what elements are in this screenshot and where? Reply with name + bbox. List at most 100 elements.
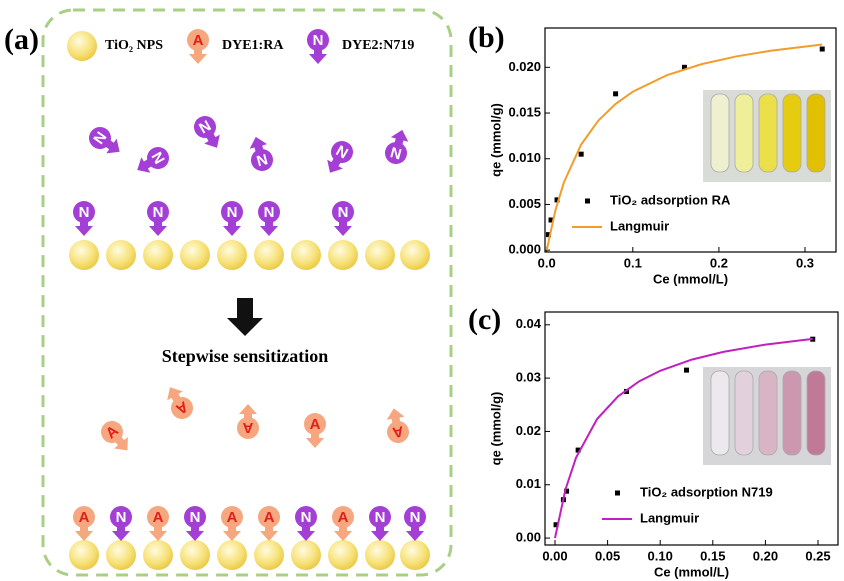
tube xyxy=(758,93,778,173)
plot-frame xyxy=(544,311,839,546)
icon-circle xyxy=(89,127,111,149)
plot-frame xyxy=(544,27,837,253)
icon-circle xyxy=(331,141,353,163)
y-tick-label: 0.020 xyxy=(508,59,541,74)
icon-circle xyxy=(387,421,409,443)
icon-circle xyxy=(147,201,169,223)
tube xyxy=(734,93,754,173)
icon-circle xyxy=(295,506,317,528)
icon-arrow xyxy=(223,525,241,541)
tio2-ball xyxy=(217,540,247,570)
icon-letter: N xyxy=(79,204,90,221)
tio2-ball xyxy=(143,540,173,570)
y-tick-label: 0.000 xyxy=(508,242,541,257)
icon-letter: N xyxy=(410,509,421,526)
n719-icon: N xyxy=(258,201,280,236)
tio2-ball xyxy=(400,540,430,570)
tio2-ball xyxy=(254,540,284,570)
y-axis-label: qe (mmol/g) xyxy=(488,392,503,466)
icon-arrow xyxy=(334,220,352,236)
data-point xyxy=(681,64,687,70)
step-label: Stepwise sensitization xyxy=(162,346,329,366)
y-tick-label: 0.04 xyxy=(516,316,542,331)
tio2-ball xyxy=(106,540,136,570)
icon-circle xyxy=(194,116,216,138)
data-point xyxy=(578,151,584,157)
y-tick-label: 0.02 xyxy=(516,423,541,438)
fit-line xyxy=(554,337,813,539)
icon-letter: A xyxy=(193,32,204,49)
x-tick-label: 0.3 xyxy=(796,255,814,270)
icon-arrow xyxy=(149,220,167,236)
legend-label: TiO₂ adsorption RA xyxy=(610,192,731,207)
y-tick-label: 0.005 xyxy=(508,196,541,211)
x-tick-label: 0.05 xyxy=(595,548,620,563)
tio2-ball xyxy=(69,240,99,270)
icon-arrow xyxy=(75,220,93,236)
n719-icon: N xyxy=(89,127,120,154)
icon-letter: N xyxy=(389,143,404,162)
x-tick-label: 0.0 xyxy=(538,255,556,270)
icon-circle xyxy=(307,29,329,51)
icon-circle xyxy=(332,201,354,223)
icon-circle xyxy=(258,201,280,223)
icon-letter: N xyxy=(301,509,312,526)
icon-arrow xyxy=(309,48,327,64)
icon-arrow xyxy=(306,432,324,448)
n719-icon: N xyxy=(369,506,391,541)
y-tick-label: 0.03 xyxy=(516,370,541,385)
ra-icon: A xyxy=(386,408,409,443)
icon-circle xyxy=(171,397,193,419)
icon-letter: N xyxy=(264,204,275,221)
ra-icon: A xyxy=(147,506,169,541)
icon-letter: A xyxy=(264,509,275,526)
icon-arrow xyxy=(189,48,207,64)
y-tick-label: 0.015 xyxy=(508,104,541,119)
x-tick-label: 0.15 xyxy=(700,548,725,563)
icon-circle xyxy=(304,413,326,435)
icon-letter: A xyxy=(310,416,321,433)
icon-arrow xyxy=(260,220,278,236)
y-axis-label: qe (mmol/g) xyxy=(488,103,503,177)
icon-circle xyxy=(147,506,169,528)
legend-text: TiO₂ NPS xyxy=(105,38,163,53)
inset-photo xyxy=(703,367,831,465)
tio2-ball xyxy=(217,240,247,270)
x-axis-label: Ce (mmol/L) xyxy=(654,564,729,579)
n719-icon: N xyxy=(137,147,169,173)
tio2-ball xyxy=(291,540,321,570)
icon-letter: A xyxy=(242,419,253,436)
icon-letter: N xyxy=(338,204,349,221)
legend-label: TiO₂ adsorption N719 xyxy=(640,484,773,499)
icon-circle xyxy=(385,142,407,164)
ra-icon: A xyxy=(187,29,209,64)
icon-circle xyxy=(101,421,123,443)
panel-label: (c) xyxy=(468,303,501,336)
icon-circle xyxy=(404,506,426,528)
icon-circle xyxy=(258,506,280,528)
icon-circle xyxy=(187,29,209,51)
tio2-ball xyxy=(365,240,395,270)
ra-icon: A xyxy=(304,413,326,448)
icon-circle xyxy=(110,506,132,528)
icon-arrow xyxy=(406,525,424,541)
dashed-frame xyxy=(41,8,453,577)
tio2-ball xyxy=(291,240,321,270)
data-point xyxy=(545,232,551,238)
icon-circle xyxy=(251,149,273,171)
y-tick-label: 0.010 xyxy=(508,150,541,165)
icon-letter: A xyxy=(153,509,164,526)
icon-letter: A xyxy=(338,509,349,526)
icon-circle xyxy=(73,506,95,528)
tio2-ball xyxy=(67,31,97,61)
tio2-ball xyxy=(365,540,395,570)
n719-icon: N xyxy=(385,129,409,164)
inset-photo xyxy=(703,90,831,182)
x-tick-label: 0.2 xyxy=(710,255,728,270)
x-tick-label: 0.25 xyxy=(805,548,830,563)
x-axis-label: Ce (mmol/L) xyxy=(653,271,728,286)
n719-icon: N xyxy=(184,506,206,541)
data-point xyxy=(553,522,559,528)
icon-circle xyxy=(221,506,243,528)
